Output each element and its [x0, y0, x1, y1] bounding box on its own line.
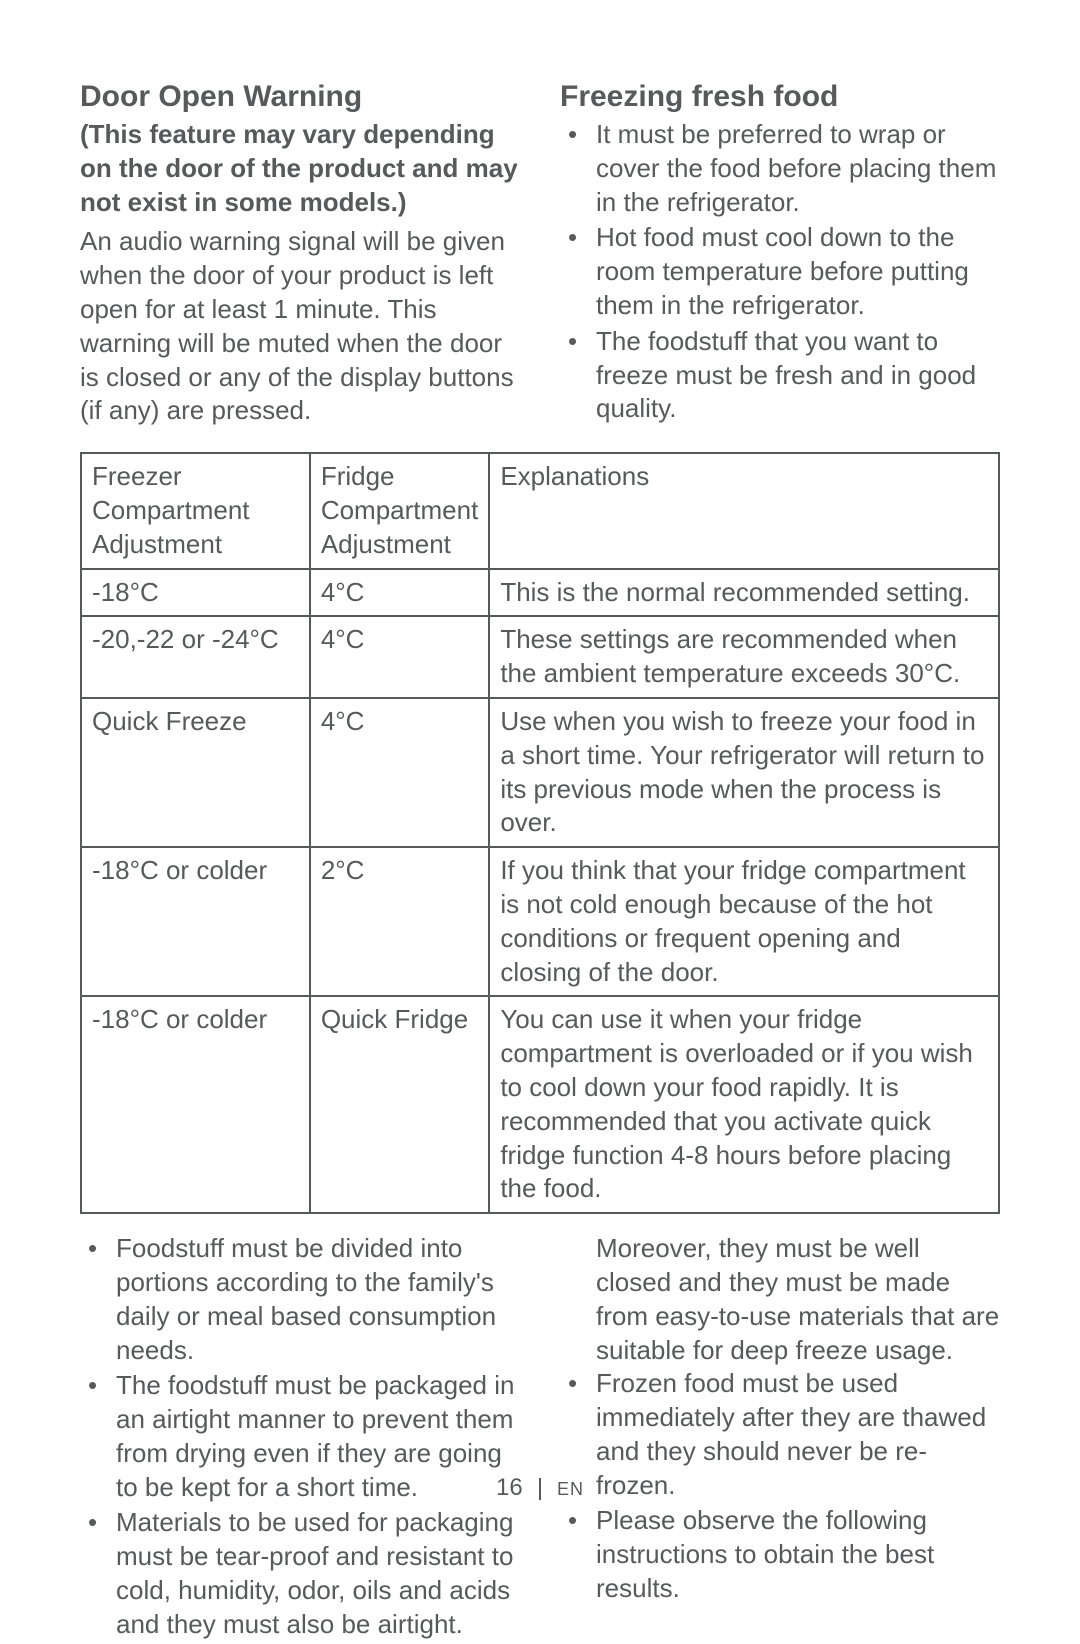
freezing-fresh-food-section: Freezing fresh food It must be preferred…	[560, 80, 1000, 428]
table-header: Explanations	[489, 453, 999, 568]
table-cell: If you think that your fridge compartmen…	[489, 847, 999, 996]
list-item: Foodstuff must be divided into portions …	[80, 1232, 520, 1367]
table-cell: You can use it when your fridge compartm…	[489, 996, 999, 1213]
table-row: Quick Freeze 4°C Use when you wish to fr…	[81, 698, 999, 847]
table-header: Fridge Compartment Adjustment	[310, 453, 490, 568]
table-cell: 4°C	[310, 616, 490, 698]
table-header-row: Freezer Compartment Adjustment Fridge Co…	[81, 453, 999, 568]
list-item: Please observe the following instruction…	[560, 1504, 1000, 1605]
footer-divider	[539, 1478, 541, 1500]
bottom-right-column: Moreover, they must be well closed and t…	[560, 1232, 1000, 1644]
continuation-text: Moreover, they must be well closed and t…	[560, 1232, 1000, 1367]
table-cell: 4°C	[310, 698, 490, 847]
page-footer: 16 EN	[0, 1474, 1080, 1502]
table-row: -18°C 4°C This is the normal recommended…	[81, 569, 999, 617]
table-cell: 4°C	[310, 569, 490, 617]
table-cell: Use when you wish to freeze your food in…	[489, 698, 999, 847]
page-language: EN	[557, 1479, 584, 1499]
bottom-left-bullets: Foodstuff must be divided into portions …	[80, 1232, 520, 1642]
table-cell: These settings are recommended when the …	[489, 616, 999, 698]
table-row: -18°C or colder 2°C If you think that yo…	[81, 847, 999, 996]
table-cell: 2°C	[310, 847, 490, 996]
table-header: Freezer Compartment Adjustment	[81, 453, 310, 568]
page-number: 16	[496, 1474, 523, 1501]
door-open-title: Door Open Warning	[80, 80, 520, 114]
door-open-paragraph: An audio warning signal will be given wh…	[80, 225, 520, 428]
door-open-warning-section: Door Open Warning (This feature may vary…	[80, 80, 520, 428]
table-cell: Quick Fridge	[310, 996, 490, 1213]
list-item: Hot food must cool down to the room temp…	[560, 221, 1000, 322]
freezing-bullets: It must be preferred to wrap or cover th…	[560, 118, 1000, 426]
list-item: Materials to be used for packaging must …	[80, 1506, 520, 1641]
list-item: The foodstuff that you want to freeze mu…	[560, 325, 1000, 426]
list-item: It must be preferred to wrap or cover th…	[560, 118, 1000, 219]
settings-table: Freezer Compartment Adjustment Fridge Co…	[80, 452, 1000, 1214]
table-cell: -20,-22 or -24°C	[81, 616, 310, 698]
freezing-title: Freezing fresh food	[560, 80, 1000, 114]
table-cell: This is the normal recommended setting.	[489, 569, 999, 617]
door-open-subtitle: (This feature may vary depending on the …	[80, 118, 520, 219]
table-row: -18°C or colder Quick Fridge You can use…	[81, 996, 999, 1213]
table-cell: -18°C or colder	[81, 847, 310, 996]
table-row: -20,-22 or -24°C 4°C These settings are …	[81, 616, 999, 698]
bottom-left-column: Foodstuff must be divided into portions …	[80, 1232, 520, 1644]
table-cell: -18°C	[81, 569, 310, 617]
table-cell: -18°C or colder	[81, 996, 310, 1213]
table-cell: Quick Freeze	[81, 698, 310, 847]
